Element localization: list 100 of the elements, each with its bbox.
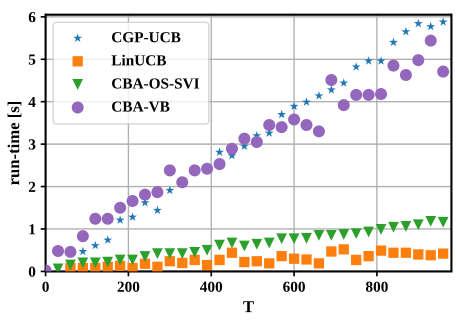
- point: [338, 229, 350, 240]
- point: [438, 216, 449, 228]
- point: [250, 136, 263, 148]
- point: [89, 212, 102, 225]
- point: [127, 254, 138, 266]
- point: [363, 250, 374, 262]
- point: [301, 232, 312, 244]
- point: [338, 244, 349, 254]
- point: [64, 246, 76, 258]
- point: [126, 194, 139, 207]
- point: [239, 256, 250, 268]
- point: [76, 230, 89, 242]
- point: [350, 88, 362, 101]
- point: [263, 119, 276, 132]
- point: [264, 238, 275, 248]
- point: [363, 226, 374, 238]
- point: [188, 164, 201, 176]
- point: [400, 248, 412, 258]
- y-axis-title: run-time [s]: [8, 102, 22, 185]
- point: [214, 158, 226, 170]
- y-tick-label: 5: [28, 54, 36, 65]
- point: [400, 68, 412, 81]
- point: [226, 142, 238, 155]
- point: [425, 216, 436, 227]
- point: [314, 230, 324, 241]
- point: [189, 246, 200, 258]
- point: [388, 222, 399, 233]
- point: [214, 254, 225, 266]
- point: [387, 60, 400, 72]
- point: [438, 17, 448, 26]
- point: [339, 78, 348, 87]
- point: [252, 256, 262, 266]
- point: [338, 99, 350, 112]
- point: [288, 233, 300, 244]
- point: [176, 176, 188, 188]
- point: [152, 206, 162, 214]
- point: [301, 254, 312, 265]
- point: [300, 119, 313, 132]
- y-tick-label: 6: [28, 12, 36, 22]
- y-tick-label: 0: [28, 266, 36, 277]
- x-tick-label: 400: [200, 282, 222, 292]
- point: [276, 250, 287, 262]
- point: [114, 202, 126, 214]
- point: [288, 114, 300, 126]
- legend-label: CGP-UCB: [112, 32, 180, 42]
- legend-label: CBA-VB: [112, 101, 170, 112]
- point: [288, 254, 300, 264]
- point: [376, 224, 386, 235]
- point: [177, 258, 188, 268]
- point: [314, 258, 324, 268]
- legend-label: LinUCB: [112, 54, 166, 66]
- point: [276, 121, 288, 134]
- point: [140, 258, 150, 269]
- point: [413, 249, 424, 260]
- point: [152, 262, 163, 272]
- point: [438, 248, 448, 259]
- point: [201, 162, 214, 175]
- point: [114, 254, 126, 266]
- point: [251, 238, 262, 250]
- point: [302, 97, 311, 106]
- x-tick-label: 200: [118, 282, 140, 292]
- point: [277, 110, 286, 118]
- point: [165, 186, 174, 194]
- point: [389, 38, 398, 46]
- point: [326, 230, 337, 241]
- point: [103, 235, 112, 244]
- point: [116, 215, 125, 224]
- point: [138, 188, 152, 201]
- point: [214, 240, 225, 250]
- legend-label: CBA-OS-SVI: [112, 78, 200, 89]
- point: [77, 258, 88, 268]
- point: [326, 85, 336, 94]
- point: [326, 246, 336, 257]
- point: [215, 148, 224, 156]
- point: [426, 22, 436, 30]
- x-tick-label: 800: [366, 282, 388, 292]
- point: [350, 228, 362, 240]
- point: [102, 256, 114, 268]
- point: [388, 248, 399, 258]
- y-tick-label: 1: [29, 224, 36, 234]
- point: [401, 27, 410, 36]
- point: [152, 248, 163, 259]
- point: [352, 62, 361, 71]
- point: [412, 219, 424, 230]
- point: [312, 125, 325, 138]
- x-tick-label: 0: [42, 282, 49, 292]
- point: [140, 251, 150, 262]
- point: [176, 248, 188, 259]
- point: [325, 74, 338, 86]
- point: [90, 258, 101, 268]
- point: [364, 56, 374, 65]
- point: [414, 18, 423, 28]
- y-tick-label: 3: [28, 139, 36, 150]
- point: [375, 88, 388, 100]
- point: [437, 66, 450, 78]
- point: [238, 132, 250, 145]
- point: [65, 260, 76, 270]
- point: [424, 34, 437, 47]
- point: [164, 164, 176, 176]
- point: [78, 246, 88, 256]
